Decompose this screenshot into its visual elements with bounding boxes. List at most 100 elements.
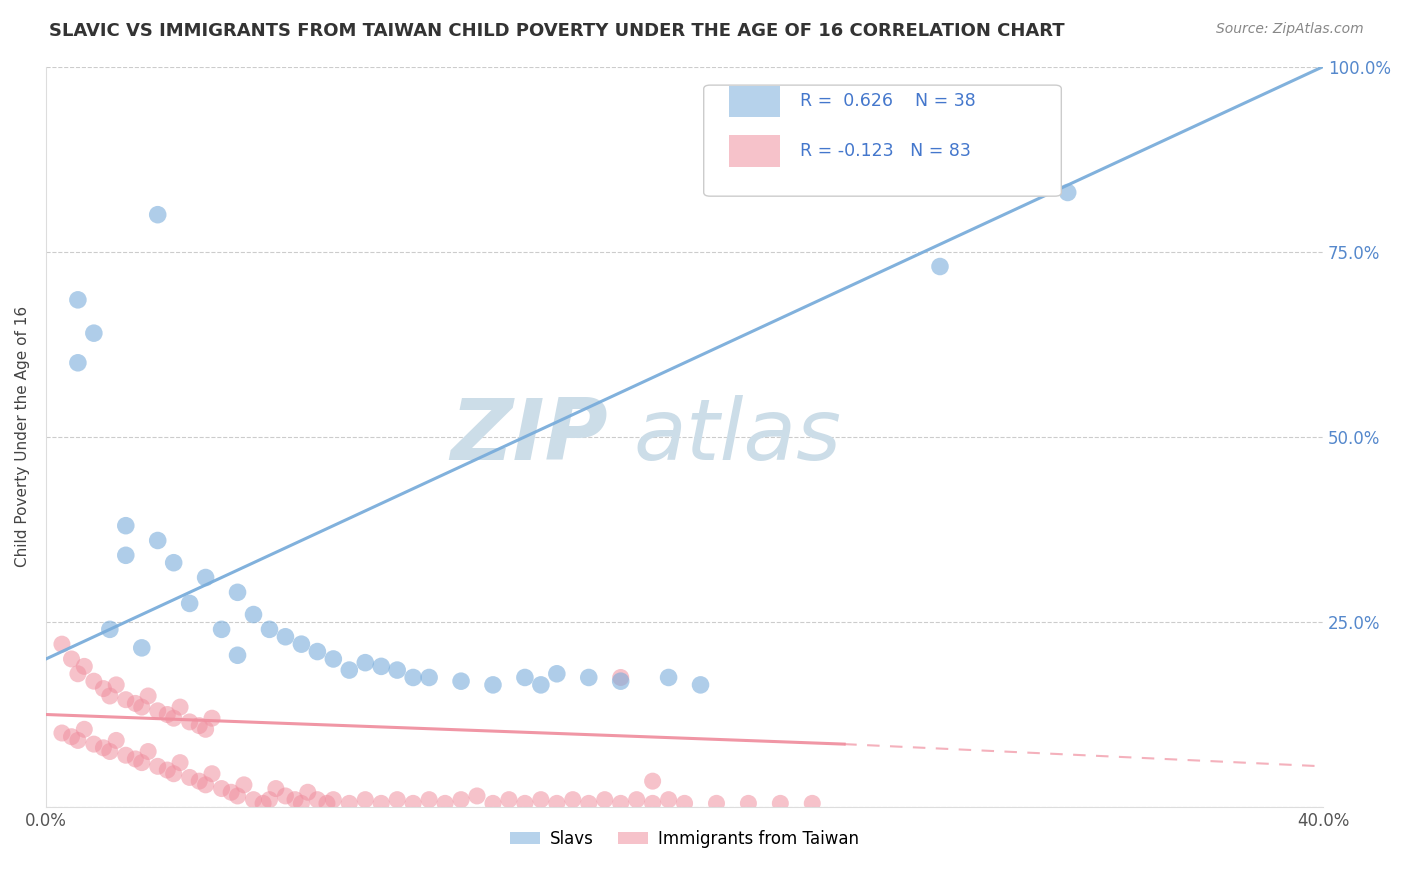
Point	[316, 797, 339, 811]
Point	[201, 711, 224, 725]
Point	[578, 671, 600, 685]
Point	[284, 792, 307, 806]
Point	[418, 671, 440, 685]
Point	[561, 792, 583, 806]
Point	[51, 726, 73, 740]
Point	[66, 356, 89, 370]
Point	[163, 556, 186, 570]
Point	[51, 637, 73, 651]
Point	[307, 792, 329, 806]
Point	[1056, 186, 1078, 200]
Point	[609, 797, 631, 811]
Point	[226, 789, 249, 803]
Point	[259, 792, 281, 806]
Point	[211, 781, 233, 796]
Point	[609, 674, 631, 689]
Point	[482, 678, 505, 692]
Point	[482, 797, 505, 811]
Point	[370, 659, 392, 673]
Point	[264, 781, 287, 796]
Point	[98, 623, 121, 637]
Text: atlas: atlas	[634, 395, 841, 478]
Point	[530, 792, 553, 806]
Point	[658, 671, 681, 685]
Point	[769, 797, 792, 811]
Point	[83, 674, 105, 689]
Point	[274, 789, 297, 803]
Point	[131, 640, 153, 655]
Point	[434, 797, 457, 811]
Point	[274, 630, 297, 644]
Point	[188, 718, 211, 732]
Bar	[730, 136, 780, 167]
Point	[307, 644, 329, 658]
Text: R =  0.626    N = 38: R = 0.626 N = 38	[800, 93, 976, 111]
Point	[513, 797, 536, 811]
Point	[136, 689, 159, 703]
Point	[73, 659, 96, 673]
Point	[641, 797, 664, 811]
Text: R = -0.123   N = 83: R = -0.123 N = 83	[800, 142, 970, 160]
Point	[297, 785, 319, 799]
FancyBboxPatch shape	[704, 85, 1062, 196]
Point	[131, 700, 153, 714]
Point	[188, 774, 211, 789]
Text: Source: ZipAtlas.com: Source: ZipAtlas.com	[1216, 22, 1364, 37]
Point	[354, 792, 377, 806]
Point	[146, 533, 169, 548]
Point	[156, 763, 179, 777]
Text: SLAVIC VS IMMIGRANTS FROM TAIWAN CHILD POVERTY UNDER THE AGE OF 16 CORRELATION C: SLAVIC VS IMMIGRANTS FROM TAIWAN CHILD P…	[49, 22, 1064, 40]
Point	[402, 671, 425, 685]
Point	[66, 733, 89, 747]
Point	[242, 792, 264, 806]
Point	[658, 792, 681, 806]
Point	[98, 745, 121, 759]
Point	[546, 666, 568, 681]
Point	[146, 759, 169, 773]
Point	[83, 737, 105, 751]
Point	[114, 549, 136, 563]
Point	[322, 652, 344, 666]
Point	[66, 293, 89, 307]
Point	[385, 663, 408, 677]
Text: ZIP: ZIP	[450, 395, 607, 478]
Point	[801, 797, 824, 811]
Point	[124, 752, 146, 766]
Point	[131, 756, 153, 770]
Point	[498, 792, 520, 806]
Point	[593, 792, 616, 806]
Point	[232, 778, 254, 792]
Point	[201, 766, 224, 780]
Point	[226, 648, 249, 663]
Point	[226, 585, 249, 599]
Point	[73, 723, 96, 737]
Point	[146, 208, 169, 222]
Point	[578, 797, 600, 811]
Point	[402, 797, 425, 811]
Point	[706, 797, 728, 811]
Point	[105, 678, 128, 692]
Point	[290, 637, 312, 651]
Point	[194, 570, 217, 584]
Point	[124, 697, 146, 711]
Point	[163, 711, 186, 725]
Point	[337, 797, 360, 811]
Point	[163, 766, 186, 780]
Point	[641, 774, 664, 789]
Point	[354, 656, 377, 670]
Point	[60, 652, 83, 666]
Point	[626, 792, 648, 806]
Point	[513, 671, 536, 685]
Point	[179, 714, 201, 729]
Point	[114, 518, 136, 533]
Point	[337, 663, 360, 677]
Point	[98, 689, 121, 703]
Point	[465, 789, 488, 803]
Legend: Slavs, Immigrants from Taiwan: Slavs, Immigrants from Taiwan	[503, 823, 866, 855]
Y-axis label: Child Poverty Under the Age of 16: Child Poverty Under the Age of 16	[15, 306, 30, 567]
Point	[322, 792, 344, 806]
Point	[546, 797, 568, 811]
Point	[370, 797, 392, 811]
Point	[114, 748, 136, 763]
Point	[66, 666, 89, 681]
